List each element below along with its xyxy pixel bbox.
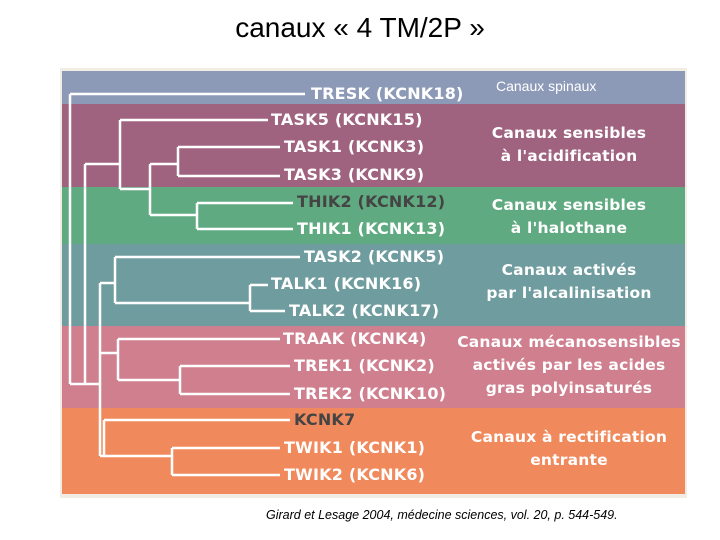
leaf-twik2: TWIK2 (KCNK6)	[284, 465, 426, 484]
band-acidification	[62, 104, 685, 187]
leaf-traak: TRAAK (KCNK4)	[283, 329, 427, 348]
leaf-task5: TASK5 (KCNK15)	[271, 110, 423, 129]
leaf-kcnk7: KCNK7	[294, 410, 356, 429]
spinal-channels-label: Canaux spinaux	[496, 78, 597, 94]
leaf-trek1: TREK1 (KCNK2)	[294, 356, 435, 375]
leaf-trek2: TREK2 (KCNK10)	[294, 384, 447, 403]
leaf-tresk: TRESK (KCNK18)	[311, 84, 464, 103]
category-mechanosensitive: Canaux mécanosensibles activés par les a…	[457, 333, 681, 397]
category-acidification: Canaux sensibles à l'acidification	[491, 124, 647, 165]
leaf-task2: TASK2 (KCNK5)	[304, 247, 445, 266]
leaf-task1: TASK1 (KCNK3)	[284, 137, 425, 156]
category-inward-rectifier: Canaux à rectification entrante	[470, 428, 668, 469]
leaf-talk1: TALK1 (KCNK16)	[271, 274, 422, 293]
leaf-twik1: TWIK1 (KCNK1)	[284, 438, 426, 457]
citation: Girard et Lesage 2004, médecine sciences…	[266, 508, 618, 522]
leaf-thik1: THIK1 (KCNK13)	[297, 219, 446, 238]
leaf-thik2: THIK2 (KCNK12)	[297, 192, 446, 211]
leaf-task3: TASK3 (KCNK9)	[284, 165, 425, 184]
band-inward-rectifier	[62, 408, 685, 494]
leaf-talk2: TALK2 (KCNK17)	[289, 301, 440, 320]
category-halothane: Canaux sensibles à l'halothane	[491, 196, 647, 237]
category-alkalinisation: Canaux activés par l'alcalinisation	[486, 261, 652, 302]
slide-title: canaux « 4 TM/2P »	[235, 12, 485, 43]
band-tresk	[62, 71, 685, 104]
